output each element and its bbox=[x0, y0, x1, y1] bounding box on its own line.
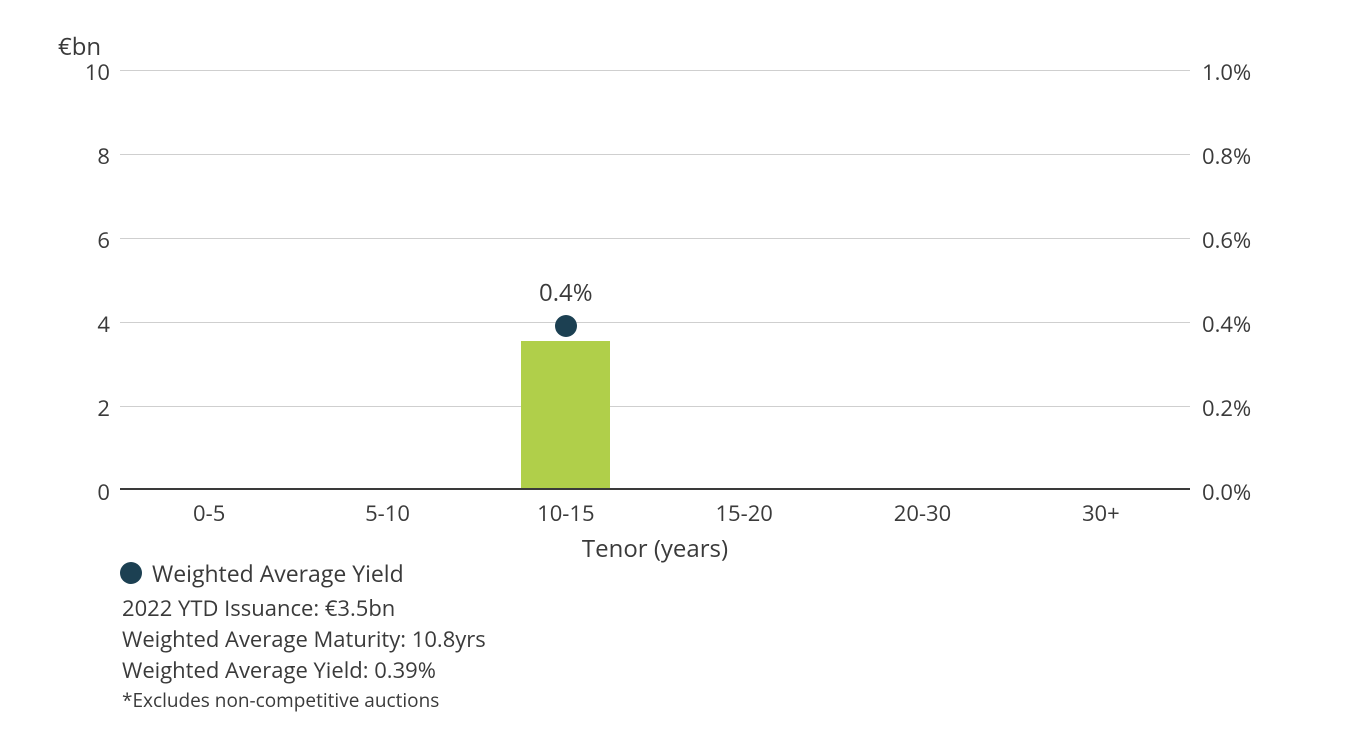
gridline bbox=[120, 70, 1190, 71]
y2-tick: 0.6% bbox=[1202, 225, 1251, 255]
note-yield: Weighted Average Yield: 0.39% bbox=[122, 655, 486, 686]
x-tick: 0-5 bbox=[193, 498, 225, 528]
issuance-chart: €bn 0246810 0.0%0.2%0.4%0.6%0.8%1.0% 0-5… bbox=[0, 0, 1352, 753]
x-tick: 15-20 bbox=[715, 498, 772, 528]
gridline bbox=[120, 154, 1190, 155]
yield-marker-icon bbox=[555, 315, 577, 337]
chart-notes: 2022 YTD Issuance: €3.5bn Weighted Avera… bbox=[122, 593, 486, 714]
y2-tick: 0.0% bbox=[1202, 477, 1251, 507]
gridline bbox=[120, 238, 1190, 239]
legend: Weighted Average Yield bbox=[120, 557, 404, 589]
y2-tick: 1.0% bbox=[1202, 57, 1251, 87]
x-tick: 20-30 bbox=[894, 498, 951, 528]
plot-area bbox=[120, 70, 1190, 490]
yield-marker-label: 0.4% bbox=[539, 276, 593, 309]
y1-tick: 2 bbox=[60, 393, 110, 423]
note-footnote: *Excludes non-competitive auctions bbox=[122, 687, 486, 714]
note-maturity: Weighted Average Maturity: 10.8yrs bbox=[122, 624, 486, 655]
x-axis-label: Tenor (years) bbox=[582, 532, 728, 565]
y2-tick: 0.4% bbox=[1202, 309, 1251, 339]
x-tick: 5-10 bbox=[365, 498, 410, 528]
y1-tick: 10 bbox=[60, 57, 110, 87]
y1-tick: 4 bbox=[60, 309, 110, 339]
y2-tick: 0.8% bbox=[1202, 141, 1251, 171]
note-issuance: 2022 YTD Issuance: €3.5bn bbox=[122, 593, 486, 624]
legend-marker-icon bbox=[120, 562, 142, 584]
y1-tick: 8 bbox=[60, 141, 110, 171]
legend-label: Weighted Average Yield bbox=[152, 557, 404, 589]
y2-tick: 0.2% bbox=[1202, 393, 1251, 423]
y1-tick: 6 bbox=[60, 225, 110, 255]
bar bbox=[521, 341, 610, 488]
x-tick: 10-15 bbox=[537, 498, 594, 528]
gridline bbox=[120, 406, 1190, 407]
y1-tick: 0 bbox=[60, 477, 110, 507]
x-tick: 30+ bbox=[1082, 498, 1120, 528]
gridline bbox=[120, 322, 1190, 323]
